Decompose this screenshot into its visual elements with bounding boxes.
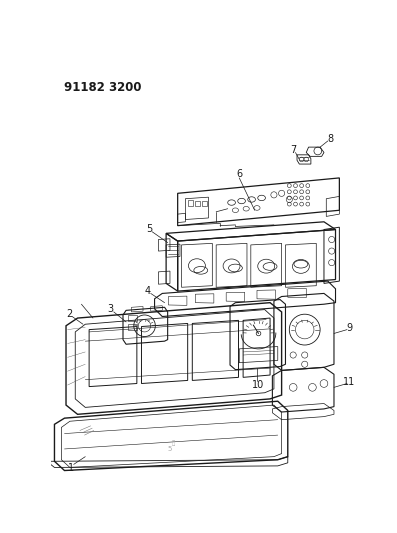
Text: 3: 3 <box>108 304 114 314</box>
Text: ⓢ: ⓢ <box>172 440 175 446</box>
Text: 6: 6 <box>236 169 242 179</box>
Text: 5: 5 <box>168 446 172 452</box>
Text: 9: 9 <box>346 323 353 333</box>
Text: 4: 4 <box>145 286 151 296</box>
Text: 2: 2 <box>66 309 72 319</box>
Text: 8: 8 <box>327 134 333 144</box>
Text: 5: 5 <box>146 224 152 234</box>
Text: 1: 1 <box>68 463 75 473</box>
Text: 7: 7 <box>290 145 296 155</box>
Text: 10: 10 <box>252 380 265 390</box>
Text: 11: 11 <box>343 377 355 387</box>
Text: 91182 3200: 91182 3200 <box>64 81 142 94</box>
